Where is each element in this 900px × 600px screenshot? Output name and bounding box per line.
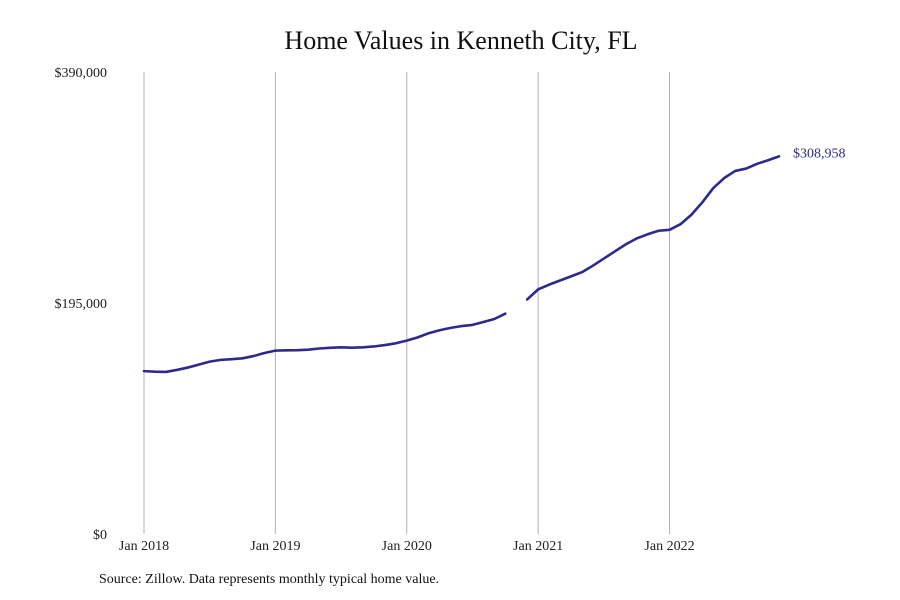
x-tick-label: Jan 2020 bbox=[382, 539, 432, 554]
y-tick-label: $195,000 bbox=[55, 297, 108, 312]
y-axis-tick-labels: $0 $195,000 $390,000 bbox=[55, 66, 108, 543]
x-tick-label: Jan 2022 bbox=[644, 539, 694, 554]
series-line-segment-1 bbox=[142, 312, 507, 374]
y-tick-label: $0 bbox=[93, 528, 107, 543]
y-tick-label: $390,000 bbox=[55, 66, 108, 81]
source-note: Source: Zillow. Data represents monthly … bbox=[99, 572, 440, 587]
end-value-label-group: $308,958 bbox=[793, 146, 846, 161]
x-tick-label: Jan 2021 bbox=[513, 539, 563, 554]
home-value-series bbox=[142, 155, 781, 374]
gridlines bbox=[143, 72, 671, 534]
end-value-label: $308,958 bbox=[793, 146, 846, 161]
x-tick-label: Jan 2019 bbox=[250, 539, 300, 554]
x-tick-label: Jan 2018 bbox=[119, 539, 169, 554]
x-axis-tick-labels: Jan 2018 Jan 2019 Jan 2020 Jan 2021 Jan 2022 bbox=[119, 539, 695, 554]
series-line-segment-2 bbox=[525, 155, 781, 301]
chart-title: Home Values in Kenneth City, FL bbox=[284, 26, 638, 55]
